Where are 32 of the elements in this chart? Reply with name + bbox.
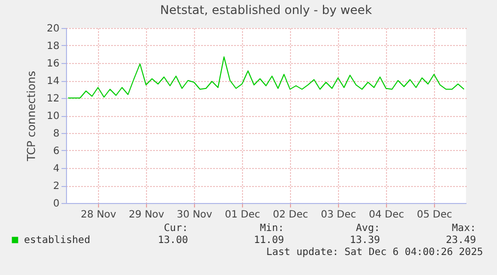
text: 23.49 [446,235,476,246]
y-tick-label: 4 [53,164,60,174]
x-tick-label: 04 Dec [368,210,404,220]
legend-label: established [24,235,90,246]
text: Max: [452,223,476,234]
y-tick-label: 2 [53,181,60,192]
y-tick-label: 6 [53,146,60,157]
text: 11.09 [254,235,284,246]
x-tick-label: 03 Dec [320,210,356,220]
y-tick-label: 18 [46,41,60,52]
x-tick-label: 05 Dec [416,210,452,220]
text: 13.39 [350,235,380,246]
y-tick-label: 0 [53,198,60,210]
x-tick-label: 30 Nov [176,210,212,220]
x-tick-label: 29 Nov [128,210,164,220]
y-tick-label: 20 [46,24,60,34]
text: Avg: [356,223,380,234]
text: 13.00 [158,235,188,246]
x-tick-label: 02 Dec [272,210,308,220]
text: Last update: Sat Dec 6 04:00:26 2025 [266,247,483,258]
line-series [68,56,464,98]
x-tick-label: 01 Dec [224,210,260,220]
y-tick-label: 10 [46,111,60,122]
y-axis-title: TCP connections [24,70,38,162]
y-tick-label: 8 [53,128,60,140]
x-tick-label: 28 Nov [80,210,116,220]
y-tick-label: 16 [46,58,60,70]
chart-title: Netstat, established only - by week [160,3,372,17]
text: Min: [260,223,284,234]
text: Cur: [164,223,188,234]
y-tick-label: 14 [46,76,60,87]
y-tick-label: 12 [46,94,60,104]
